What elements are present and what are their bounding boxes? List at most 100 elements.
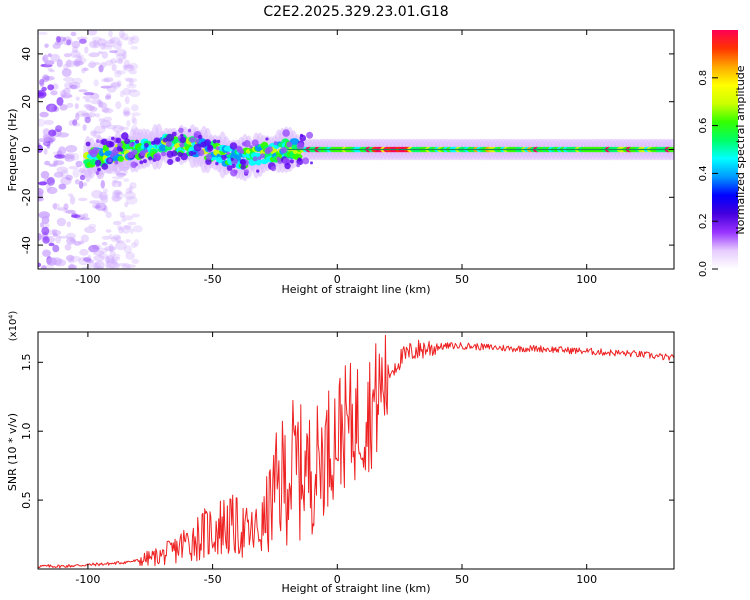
heatmap-cell: [91, 189, 103, 199]
heatmap-cell: [68, 264, 77, 269]
heatmap-cell: [166, 133, 175, 142]
heatmap-cell: [102, 108, 114, 114]
colorbar-label: Normalized spectral amplitude: [734, 65, 747, 234]
heatmap-cell: [113, 42, 122, 50]
heatmap-cell: [71, 40, 81, 49]
heatmap-cell: [57, 132, 69, 138]
heatmap-cell: [78, 197, 88, 202]
heatmap-cell: [75, 96, 80, 101]
heatmap-cell: [122, 51, 127, 60]
heatmap-cell: [118, 126, 130, 130]
heatmap-cell: [82, 213, 89, 218]
spectrogram-x-tick-label: 50: [455, 273, 469, 286]
heatmap-cell: [98, 253, 109, 259]
heatmap-cell: [44, 119, 54, 125]
spectrogram-y-tick-label: 0: [20, 146, 33, 153]
heatmap-cell: [52, 43, 61, 49]
heatmap-cell: [108, 38, 116, 44]
heatmap-cell: [130, 35, 140, 44]
heatmap-cell: [48, 129, 57, 137]
spectrogram-x-tick-label: 0: [334, 273, 341, 286]
heatmap-cell: [178, 127, 184, 133]
heatmap-cell: [123, 224, 132, 230]
heatmap-cell: [82, 124, 87, 131]
heatmap-cell: [139, 160, 144, 165]
heatmap-cell: [49, 104, 55, 113]
heatmap-cell: [129, 142, 135, 148]
colorbar-ticks: 0.0 0.2 0.4 0.6 0.8: [698, 70, 718, 277]
heatmap-cell: [69, 84, 78, 90]
heatmap-cell: [127, 151, 134, 159]
heatmap-cell: [101, 106, 110, 113]
heatmap-cell: [101, 51, 109, 59]
heatmap-cell: [229, 142, 238, 150]
heatmap-cell: [74, 54, 85, 58]
heatmap-cell: [68, 165, 80, 170]
heatmap-cell: [92, 244, 102, 250]
heatmap-cell: [127, 221, 137, 226]
heatmap-cell: [179, 142, 185, 148]
snr-y-ticks: 0.5 1.0 1.5: [20, 354, 674, 509]
heatmap-cell: [111, 64, 117, 72]
heatmap-cell: [142, 159, 147, 164]
heatmap-cell: [139, 150, 146, 157]
heatmap-cell: [108, 30, 113, 38]
heatmap-cell: [111, 179, 117, 187]
heatmap-cell: [125, 239, 131, 243]
heatmap-cell: [236, 146, 243, 153]
spectrogram-panel: -100 -50 0 50 100 -40 -20 0 20 40 Height of stra…: [6, 29, 675, 296]
heatmap-cell: [105, 124, 118, 130]
heatmap-cell: [42, 249, 51, 257]
heatmap-cell: [128, 89, 141, 98]
heatmap-cell: [113, 191, 123, 195]
heatmap-cell: [259, 153, 266, 159]
heatmap-cell: [63, 63, 68, 71]
heatmap-cell: [193, 151, 197, 155]
heatmap-cell: [171, 150, 178, 157]
heatmap-cell: [102, 44, 113, 50]
heatmap-cell: [64, 154, 75, 162]
heatmap-cell: [116, 53, 126, 61]
heatmap-cell: [131, 258, 139, 264]
heatmap-cell: [48, 242, 55, 247]
heatmap-cell: [204, 139, 211, 146]
heatmap-cell: [68, 263, 74, 269]
heatmap-cell: [289, 159, 294, 164]
heatmap-cell: [226, 151, 230, 155]
heatmap-cell: [216, 156, 224, 164]
heatmap-cell: [131, 112, 141, 116]
heatmap-cell: [129, 78, 134, 86]
heatmap-cell: [103, 188, 108, 194]
heatmap-cell: [38, 233, 42, 241]
heatmap-cell: [61, 68, 72, 77]
heatmap-cell: [197, 134, 203, 140]
heatmap-cell: [128, 88, 137, 93]
heatmap-cell: [115, 101, 122, 109]
heatmap-cell: [306, 131, 314, 139]
heatmap-cell: [101, 241, 108, 246]
heatmap-cell: [205, 153, 212, 161]
heatmap-cell: [89, 92, 100, 100]
heatmap-cell: [115, 137, 122, 144]
heatmap-cell: [70, 50, 81, 59]
heatmap-cell: [55, 235, 61, 244]
heatmap-cell: [56, 217, 67, 227]
colorbar-tick-label: 0.2: [698, 213, 709, 229]
heatmap-cell: [92, 147, 100, 155]
heatmap-cell: [266, 146, 273, 153]
heatmap-cell: [130, 161, 138, 168]
heatmap-cell: [104, 256, 111, 264]
heatmap-cell: [126, 83, 137, 89]
heatmap-cell: [39, 79, 45, 87]
heatmap-cell: [167, 158, 174, 165]
heatmap-cell: [126, 119, 131, 127]
heatmap-cell: [88, 52, 100, 58]
heatmap-cell: [81, 67, 86, 74]
heatmap-cell: [70, 31, 77, 37]
heatmap-cell: [133, 239, 140, 247]
heatmap-cell: [40, 171, 50, 179]
spectrogram-x-tick-label: -100: [75, 273, 100, 286]
heatmap-cell: [52, 232, 58, 237]
heatmap-cell: [89, 60, 96, 69]
heatmap-cell: [117, 40, 123, 47]
